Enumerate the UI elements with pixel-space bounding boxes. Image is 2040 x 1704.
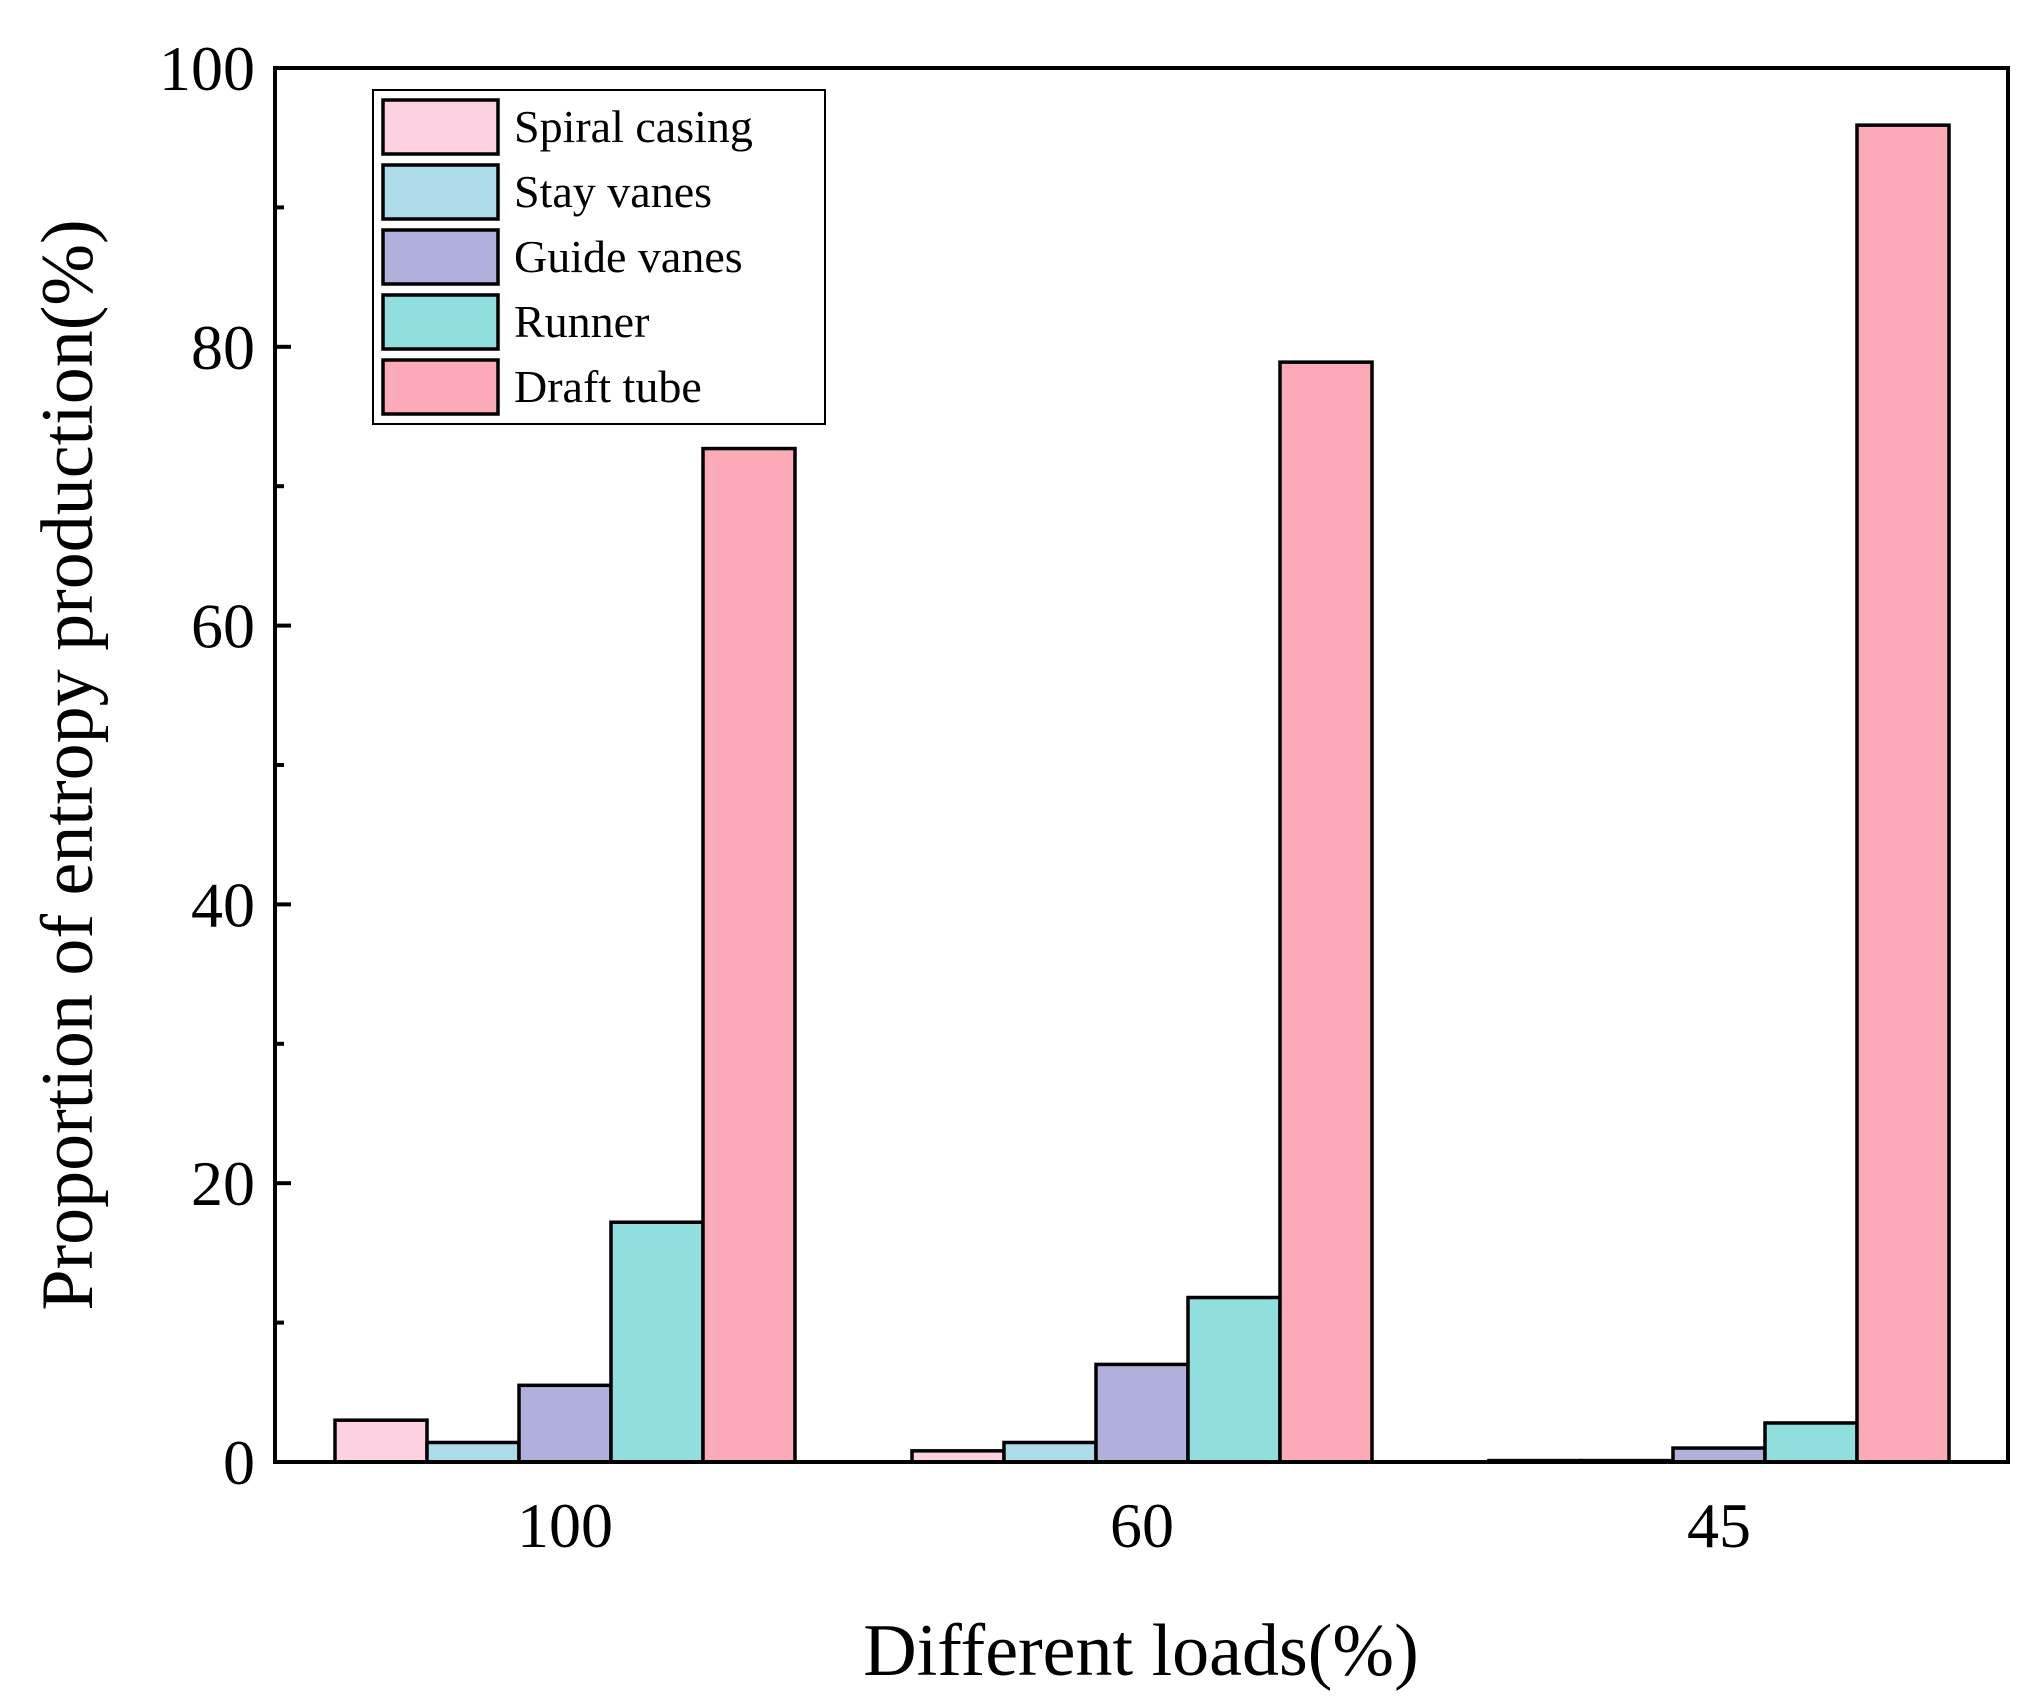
legend-swatch-spiral-casing — [381, 98, 500, 156]
bar-draft-tube-45 — [1855, 123, 1951, 1464]
y-tick-label: 20 — [191, 1148, 255, 1219]
legend-label: Runner — [514, 296, 649, 347]
bar-draft-tube-100 — [701, 446, 797, 1464]
legend-swatch-stay-vanes — [381, 163, 500, 221]
legend-label: Guide vanes — [514, 231, 743, 282]
legend-swatch-runner — [381, 293, 500, 351]
x-axis: 100 60 45 — [517, 1490, 1751, 1561]
y-tick-label: 80 — [191, 312, 255, 383]
bar-spiral-casing-100 — [333, 1418, 429, 1464]
x-axis-label: Different loads(%) — [863, 1610, 1418, 1692]
y-tick-label: 40 — [191, 869, 255, 940]
bar-draft-tube-60 — [1278, 360, 1374, 1464]
y-axis-label: Proportion of entropy production(%) — [27, 219, 109, 1310]
legend-label: Stay vanes — [514, 166, 712, 217]
bar-runner-45 — [1763, 1421, 1859, 1464]
bar-guide-vanes-45 — [1671, 1446, 1767, 1464]
bar-runner-100 — [609, 1220, 705, 1464]
y-tick-label: 0 — [223, 1427, 255, 1498]
x-tick-label: 60 — [1110, 1490, 1174, 1561]
legend-swatch-guide-vanes — [381, 228, 500, 286]
y-tick-label: 60 — [191, 591, 255, 662]
legend: Spiral casing Stay vanes Guide vanes Runner… — [372, 89, 826, 425]
bar-stay-vanes-60 — [1002, 1440, 1098, 1464]
legend-swatch-draft-tube — [381, 358, 500, 416]
legend-label: Draft tube — [514, 361, 702, 412]
y-tick-label: 100 — [159, 33, 255, 104]
legend-label: Spiral casing — [514, 101, 753, 152]
y-axis: 0 20 40 60 80 100 — [159, 33, 291, 1498]
bar-guide-vanes-60 — [1094, 1362, 1190, 1464]
bar-runner-60 — [1186, 1295, 1282, 1464]
bar-stay-vanes-100 — [425, 1440, 521, 1464]
x-tick-label: 45 — [1687, 1490, 1751, 1561]
x-tick-label: 100 — [517, 1490, 613, 1561]
bar-guide-vanes-100 — [517, 1383, 613, 1464]
